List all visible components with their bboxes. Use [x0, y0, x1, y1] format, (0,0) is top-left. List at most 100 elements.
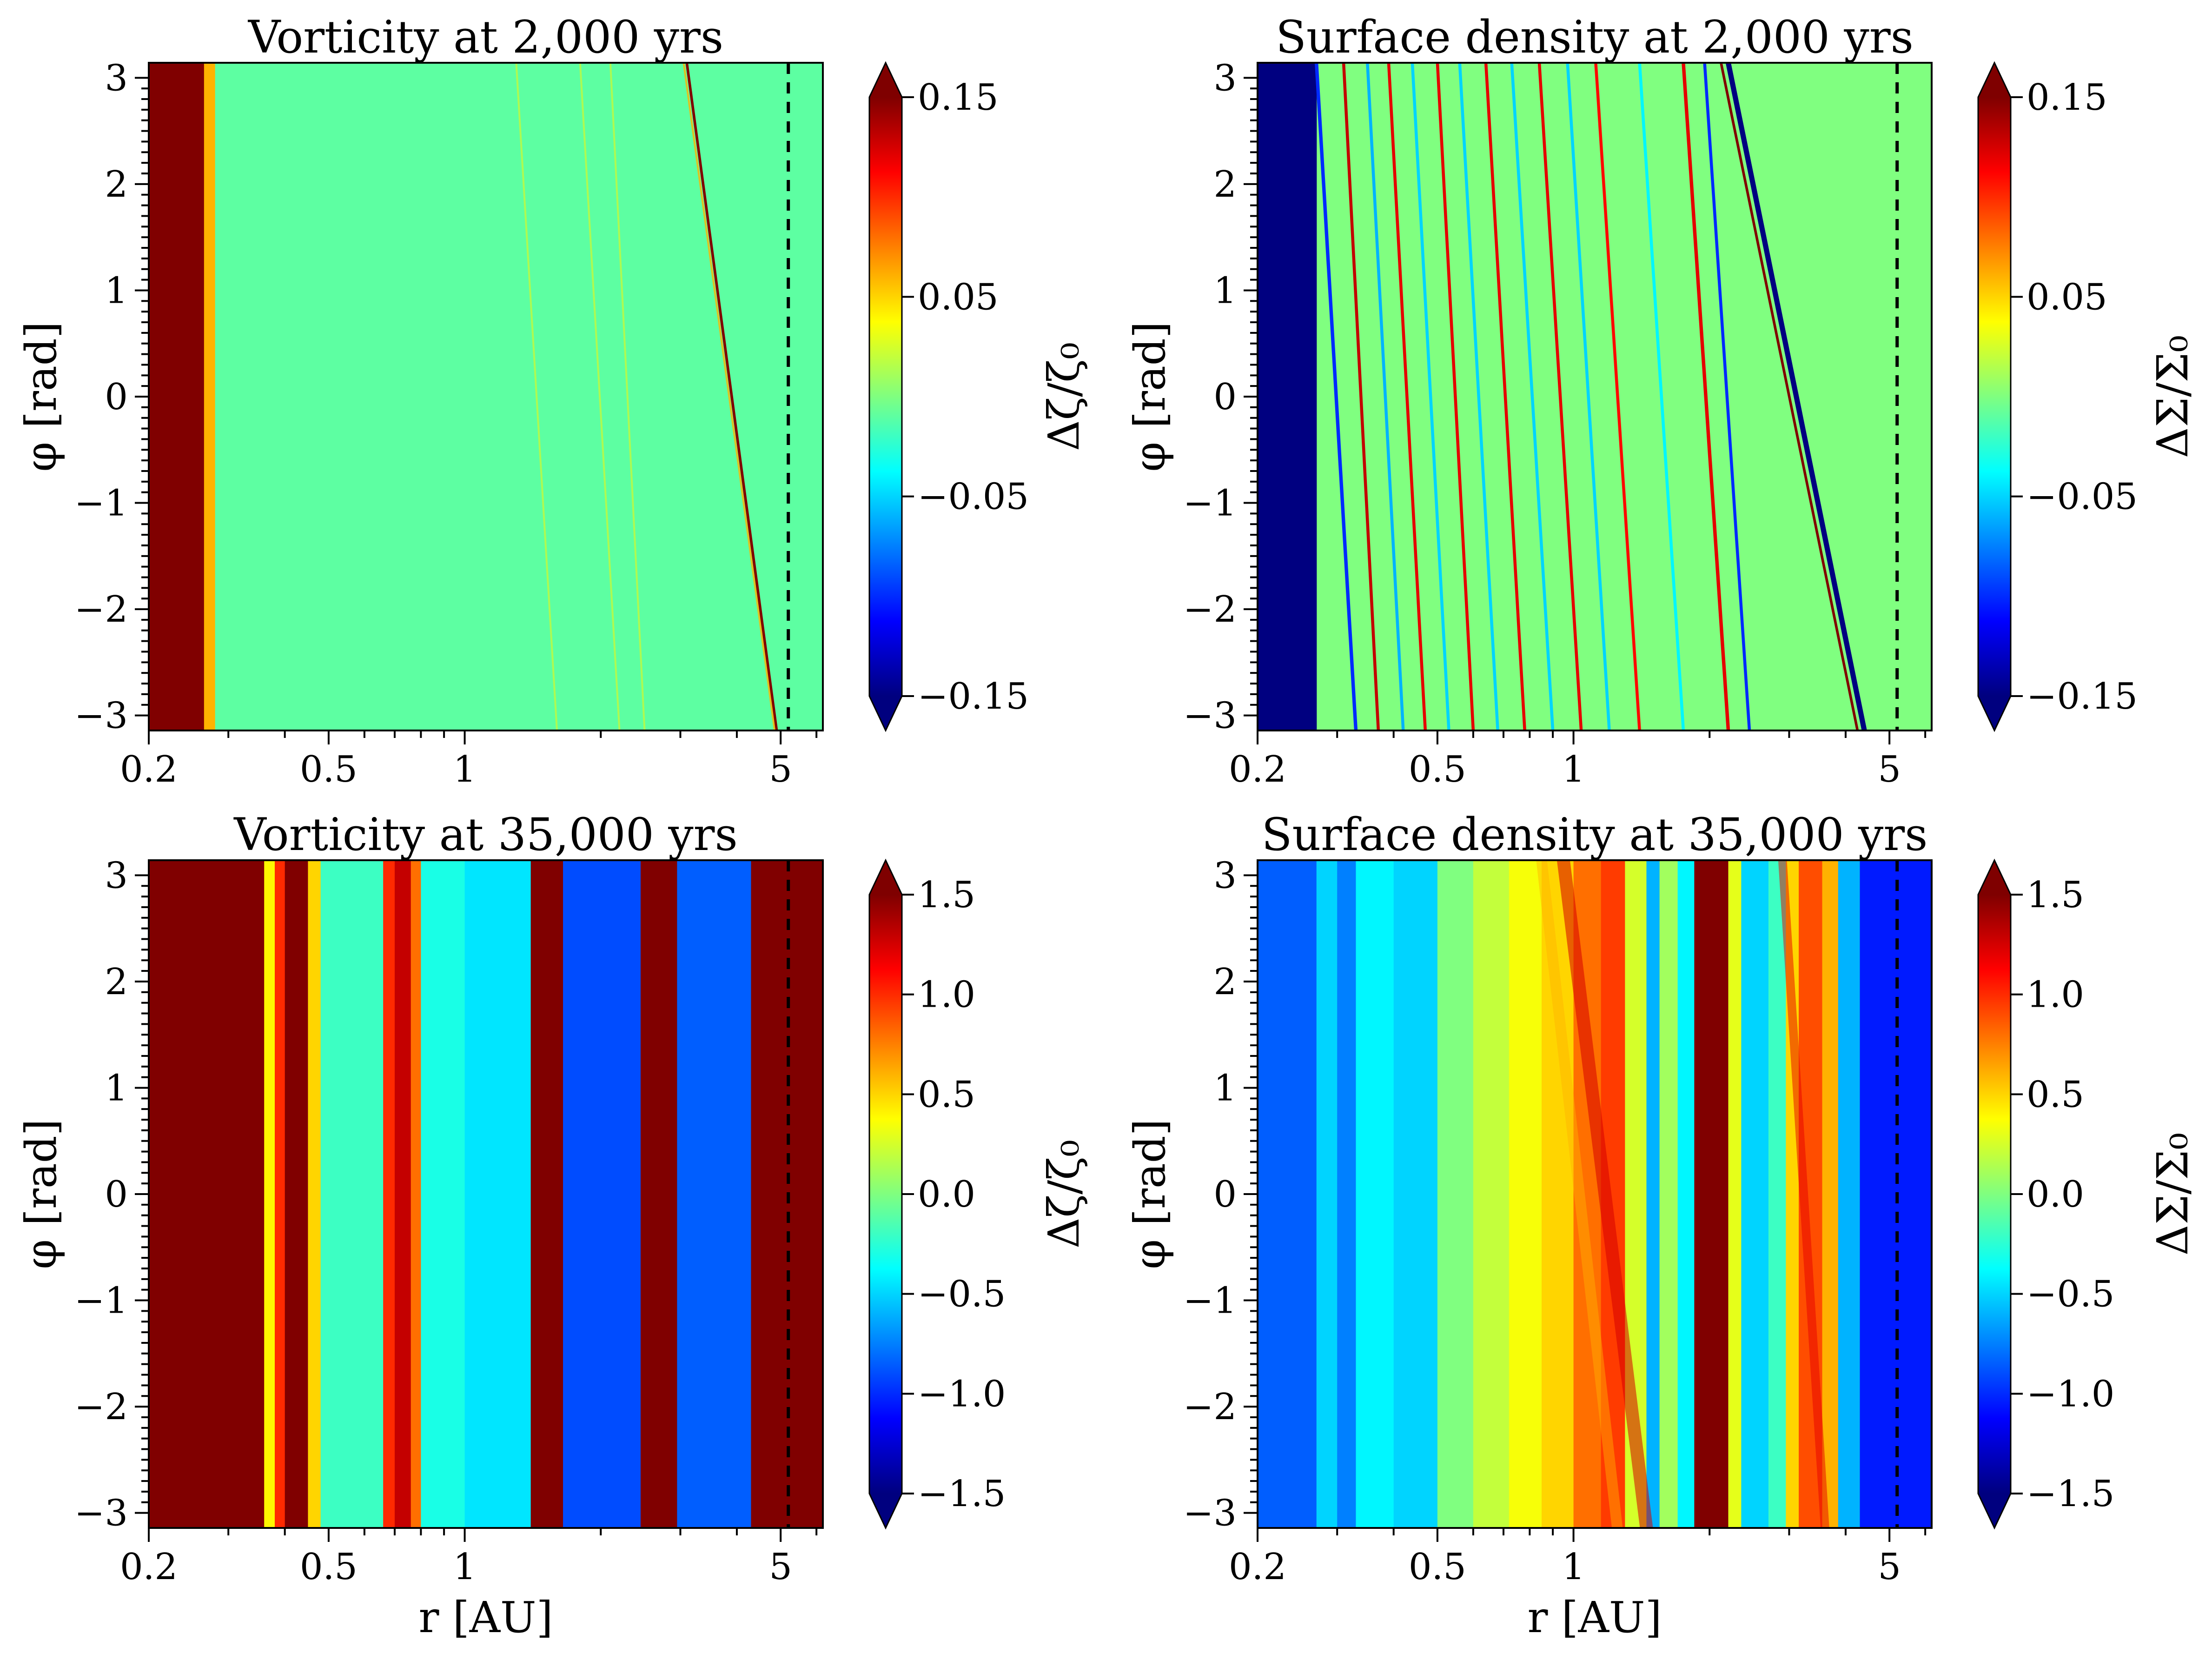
y-tick-label: 2 [105, 961, 128, 1003]
heatmap-band [394, 860, 411, 1528]
y-tick-label: 0 [105, 1174, 128, 1215]
spiral-feature [1536, 860, 1623, 1528]
heatmap-band [285, 860, 309, 1528]
x-tick-label: 0.2 [120, 749, 178, 790]
y-tick-label: 0 [1213, 376, 1237, 418]
spiral-feature [579, 63, 621, 730]
y-axis: −3 −2 −1 0 1 2 3 [1183, 855, 1258, 1534]
y-tick-label: 2 [1213, 164, 1237, 206]
y-tick-label: 1 [105, 270, 128, 312]
x-tick-label: 1 [1562, 749, 1585, 790]
colorbar-tick-label: −0.05 [2027, 476, 2138, 518]
heatmap-band [1337, 860, 1357, 1528]
colorbar-ticks: −0.15 −0.05 0.05 0.15 [902, 77, 1029, 717]
heatmap-band [204, 63, 215, 730]
spiral-feature [1484, 63, 1526, 730]
colorbar: −0.15 −0.05 0.05 0.15 Δζ/ζ₀ [868, 61, 1089, 732]
panel-title: Surface density at 35,000 yrs [1262, 809, 1928, 861]
panel-vorticity-2000: Vorticity at 2,000 yrs 0.2 0.5 1 5 −3 −2 −1 0 1… [16, 11, 1089, 790]
heatmap-band [677, 860, 752, 1528]
heatmap-background [1258, 63, 1932, 730]
heatmap-band [1437, 860, 1474, 1528]
heatmap-field [1258, 860, 1932, 1528]
y-tick-label: 0 [105, 376, 128, 418]
y-tick-label: −2 [74, 1386, 128, 1428]
spiral-feature [515, 63, 558, 730]
heatmap-field [1258, 63, 1932, 730]
colorbar: −0.15 −0.05 0.05 0.15 ΔΣ/Σ₀ [1977, 61, 2198, 732]
heatmap-band [1822, 860, 1839, 1528]
colorbar-extend-min [1978, 1494, 2011, 1528]
y-tick-label: 0 [1213, 1174, 1237, 1215]
colorbar-extend-max [1978, 63, 2011, 97]
panel-title: Surface density at 2,000 yrs [1276, 11, 1914, 63]
spiral-feature [1314, 63, 1358, 730]
heatmap-plot-area [1258, 860, 1932, 1528]
y-axis-label: φ [rad] [16, 1119, 66, 1269]
y-tick-label: −3 [74, 1493, 128, 1534]
heatmap-band [320, 860, 384, 1528]
spiral-feature [1566, 63, 1611, 730]
panel-title: Vorticity at 2,000 yrs [248, 11, 723, 63]
x-tick-label: 5 [1878, 1546, 1901, 1588]
colorbar-gradient [869, 97, 902, 696]
colorbar-extend-max [869, 63, 902, 97]
heatmap-field [149, 860, 823, 1528]
colorbar-tick-label: −0.5 [2027, 1274, 2114, 1315]
y-tick-label: 3 [105, 57, 128, 99]
colorbar-extend-min [1978, 696, 2011, 730]
heatmap-band [1646, 860, 1660, 1528]
x-tick-label: 5 [769, 749, 792, 790]
colorbar-ticks: −1.5 −1.0 −0.5 0.0 0.5 1.0 1.5 [902, 874, 1006, 1515]
x-tick-label: 0.2 [1229, 1546, 1286, 1588]
y-tick-label: −1 [74, 483, 128, 525]
x-axis-label: r [AU] [1528, 1593, 1662, 1642]
spiral-feature [1387, 63, 1427, 730]
heatmap-band [1728, 860, 1742, 1528]
y-axis: −3 −2 −1 0 1 2 3 [74, 57, 149, 737]
heatmap-band [530, 860, 563, 1528]
spiral-feature [1725, 63, 1867, 730]
heatmap-band [264, 860, 275, 1528]
heatmap-band [1393, 860, 1438, 1528]
heatmap-plot-area [1258, 63, 1932, 730]
heatmap-band [1316, 860, 1338, 1528]
colorbar: −1.5 −1.0 −0.5 0.0 0.5 1.0 1.5 Δζ/ζ₀ [868, 858, 1089, 1530]
spiral-feature [682, 63, 776, 730]
colorbar-tick-label: 1.5 [2027, 874, 2084, 916]
x-tick-label: 1 [1562, 1546, 1585, 1588]
heatmap-band [1541, 860, 1574, 1528]
y-tick-label: 1 [1213, 1067, 1237, 1109]
spiral-feature [1537, 63, 1583, 730]
colorbar-tick-label: 0.0 [918, 1174, 975, 1215]
y-tick-label: −1 [74, 1280, 128, 1322]
x-tick-label: 5 [1878, 749, 1901, 790]
colorbar-tick-label: 1.5 [918, 874, 975, 916]
y-tick-label: 2 [105, 164, 128, 206]
x-tick-label: 0.2 [120, 1546, 178, 1588]
colorbar-tick-label: 0.0 [2027, 1174, 2084, 1215]
heatmap-band [275, 860, 285, 1528]
x-tick-label: 1 [453, 749, 477, 790]
spiral-feature [1510, 63, 1555, 730]
y-tick-label: 3 [105, 855, 128, 896]
colorbar-extend-max [869, 860, 902, 895]
colorbar-label: Δζ/ζ₀ [1039, 342, 1089, 451]
y-axis-label: φ [rad] [1125, 1119, 1175, 1269]
y-tick-label: −3 [74, 695, 128, 737]
colorbar-tick-label: 0.5 [2027, 1074, 2084, 1116]
x-axis: 0.2 0.5 1 5 [1229, 730, 1927, 790]
colorbar-tick-label: −1.5 [918, 1473, 1006, 1515]
colorbar: −1.5 −1.0 −0.5 0.0 0.5 1.0 1.5 ΔΣ/Σ₀ [1977, 858, 2198, 1530]
heatmap-band [563, 860, 641, 1528]
colorbar-label: ΔΣ/Σ₀ [2148, 335, 2198, 458]
x-tick-label: 1 [453, 1546, 477, 1588]
spiral-feature [1638, 63, 1685, 730]
spiral-feature [1436, 63, 1475, 730]
x-axis: 0.2 0.5 1 5 [1229, 1528, 1927, 1588]
colorbar-extend-min [869, 1494, 902, 1528]
heatmap-band [1258, 860, 1317, 1528]
heatmap-band [1694, 860, 1729, 1528]
y-axis-label: φ [rad] [1125, 321, 1175, 471]
spiral-feature [1682, 63, 1730, 730]
